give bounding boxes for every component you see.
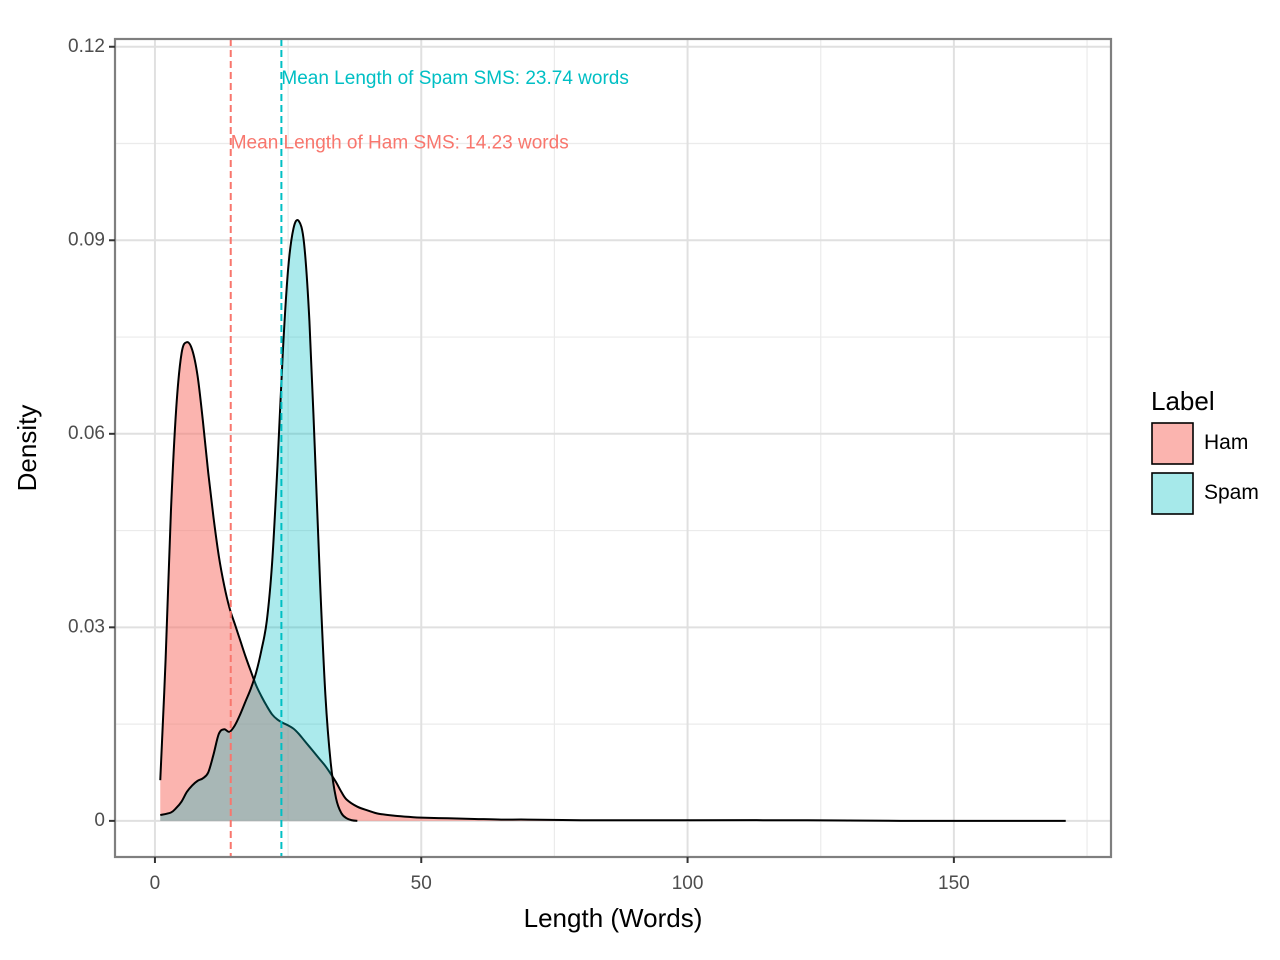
- density-areas: [159, 218, 1066, 822]
- ham-density-area: [160, 342, 1066, 821]
- ham-mean-annotation: Mean Length of Ham SMS: 14.23 words: [231, 133, 569, 154]
- spam-density-area: [160, 219, 358, 821]
- axes: 0 50 100 150 0 0.03 0.06 0.09 0.12: [68, 36, 970, 894]
- mean-lines: Mean Length of Ham SMS: 14.23 words Mean …: [229, 39, 629, 857]
- x-tick-label: 50: [411, 873, 432, 894]
- y-axis-title: Density: [12, 405, 42, 492]
- x-axis-title: Length (Words): [524, 903, 703, 933]
- legend-label-spam: Spam: [1204, 481, 1259, 504]
- legend-key-spam: [1151, 472, 1194, 515]
- spam-mean-annotation: Mean Length of Spam SMS: 23.74 words: [281, 68, 628, 89]
- y-tick-label: 0.09: [68, 229, 105, 250]
- ham-density-line: [159, 341, 1066, 822]
- x-tick-label: 100: [672, 873, 704, 894]
- y-tick-label: 0: [94, 810, 105, 831]
- legend-label-ham: Ham: [1204, 431, 1248, 454]
- y-tick-label: 0.06: [68, 423, 105, 444]
- panel-border: [113, 37, 1113, 859]
- spam-density-line: [160, 218, 358, 822]
- x-tick-label: 150: [938, 873, 970, 894]
- legend: Label Ham Spam: [1151, 386, 1259, 515]
- x-tick-label: 0: [150, 873, 161, 894]
- legend-key-ham: [1151, 422, 1194, 465]
- y-tick-label: 0.12: [68, 36, 105, 57]
- legend-title: Label: [1151, 386, 1215, 416]
- y-tick-label: 0.03: [68, 616, 105, 637]
